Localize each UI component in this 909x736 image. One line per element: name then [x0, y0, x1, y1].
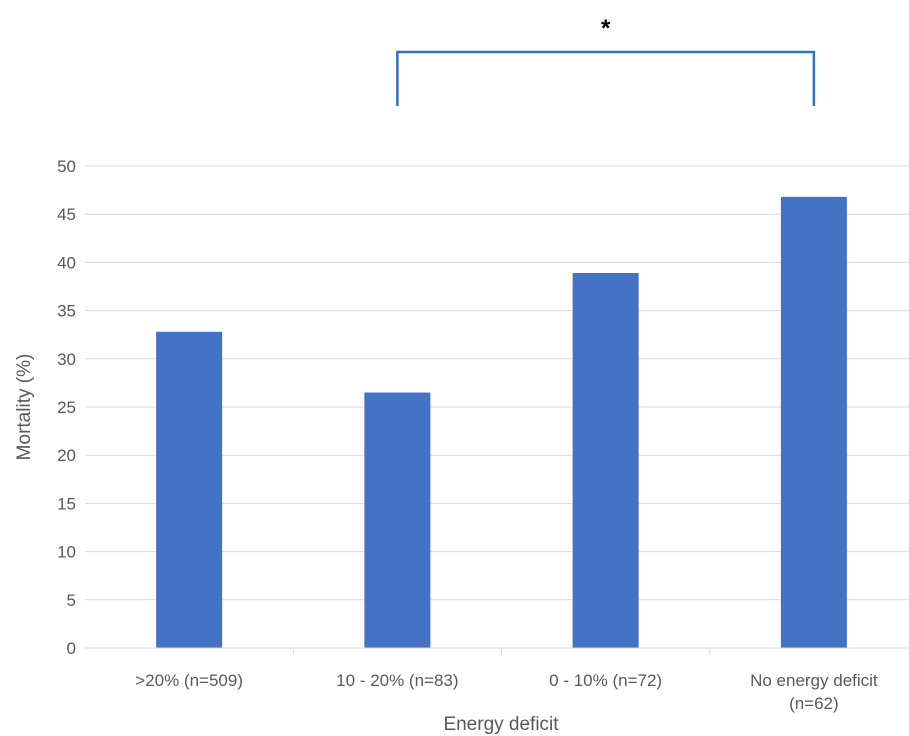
bars: [156, 196, 847, 648]
x-axis-ticks: >20% (n=509) 10 - 20% (n=83) 0 - 10% (n=72…: [135, 671, 878, 713]
significance-marker: *: [601, 15, 611, 42]
x-tick-label: (n=62): [789, 694, 839, 713]
y-tick-label: 45: [57, 205, 76, 224]
significance-bracket-line: [396, 50, 816, 106]
y-tick-label: 25: [57, 398, 76, 417]
y-tick-label: 0: [67, 639, 76, 658]
significance-bracket: *: [396, 15, 816, 106]
y-axis-title: Mortality (%): [14, 354, 35, 461]
bar: [780, 196, 847, 648]
y-tick-label: 40: [57, 253, 76, 272]
y-tick-label: 50: [57, 157, 76, 176]
y-tick-label: 15: [57, 494, 76, 513]
x-tick-label: No energy deficit: [750, 671, 878, 690]
y-tick-label: 10: [57, 543, 76, 562]
y-tick-label: 30: [57, 350, 76, 369]
bar: [572, 273, 639, 648]
x-tick-label: 0 - 10% (n=72): [549, 671, 662, 690]
bar: [364, 392, 431, 648]
y-axis-ticks: 0 5 10 15 20 25 30 35 40 45 50: [57, 157, 76, 658]
gridlines: [85, 165, 909, 601]
x-tick-label: >20% (n=509): [135, 671, 243, 690]
y-tick-label: 5: [67, 591, 76, 610]
x-tick-label: 10 - 20% (n=83): [336, 671, 458, 690]
x-axis-title: Energy deficit: [443, 714, 559, 735]
y-tick-label: 20: [57, 446, 76, 465]
bar: [156, 331, 223, 648]
x-axis-separators: [292, 648, 711, 655]
y-tick-label: 35: [57, 302, 76, 321]
